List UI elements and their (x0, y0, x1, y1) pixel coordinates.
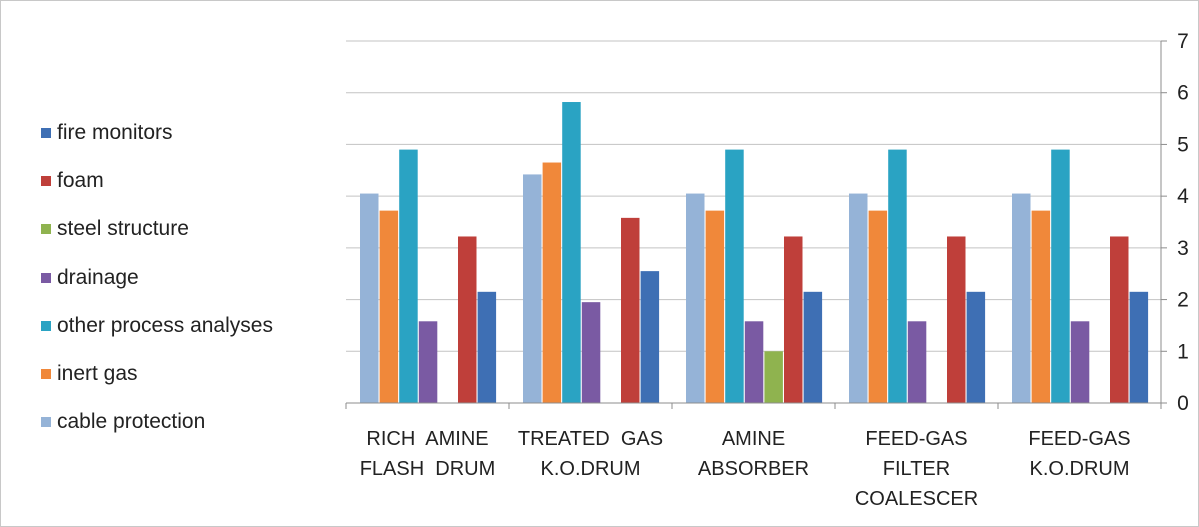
bar-fire-monitors-3 (966, 291, 986, 403)
category-label: FEED-GAS FILTER COALESCER (855, 428, 978, 510)
bar-drainage-4 (1070, 321, 1090, 403)
bar-foam-1 (621, 217, 640, 403)
bar-inert-gas-0 (379, 210, 399, 403)
bar-other-process-analyses-3 (888, 149, 907, 403)
y-tick-label: 6 (1177, 82, 1189, 105)
bar-foam-2 (784, 236, 803, 403)
legend-item-steel-structure: steel structure (41, 205, 331, 253)
bar-inert-gas-2 (705, 210, 725, 403)
category-label: AMINE ABSORBER (698, 428, 809, 480)
bar-foam-3 (947, 236, 966, 403)
y-tick-label: 3 (1177, 237, 1189, 260)
legend-label: cable protection (57, 410, 206, 434)
y-tick-label: 4 (1177, 185, 1189, 208)
legend-item-cable-protection: cable protection (41, 398, 331, 446)
y-tick-label: 7 (1177, 30, 1189, 53)
bar-cable-protection-1 (523, 174, 542, 403)
legend-swatch (41, 176, 51, 187)
bar-fire-monitors-4 (1129, 291, 1149, 403)
bar-inert-gas-1 (542, 162, 562, 403)
legend-swatch (41, 224, 51, 235)
bar-other-process-analyses-4 (1051, 149, 1070, 403)
bar-inert-gas-3 (868, 210, 888, 403)
y-tick-label: 5 (1177, 133, 1189, 156)
legend-item-fire-monitors: fire monitors (41, 109, 331, 157)
legend-item-inert-gas: inert gas (41, 350, 331, 398)
bar-fire-monitors-2 (803, 291, 823, 403)
legend-label: fire monitors (57, 121, 173, 145)
legend-label: inert gas (57, 362, 138, 386)
bar-fire-monitors-0 (477, 291, 497, 403)
legend-swatch (41, 369, 51, 380)
category-label: TREATED GAS K.O.DRUM (518, 428, 663, 480)
bar-foam-0 (458, 236, 477, 403)
bar-drainage-3 (907, 321, 927, 403)
bar-drainage-0 (418, 321, 438, 403)
bar-foam-4 (1110, 236, 1129, 403)
bar-cable-protection-4 (1012, 193, 1031, 403)
bar-inert-gas-4 (1031, 210, 1051, 403)
bar-cable-protection-2 (686, 193, 705, 403)
legend: fire monitors foam steel structure drainage… (41, 109, 331, 446)
bar-drainage-1 (581, 302, 601, 403)
legend-item-other-process-analyses: other process analyses (41, 302, 331, 350)
legend-item-foam: foam (41, 157, 331, 205)
bar-cable-protection-3 (849, 193, 868, 403)
legend-swatch (41, 128, 51, 139)
legend-label: other process analyses (57, 313, 273, 337)
legend-label: steel structure (57, 217, 189, 241)
legend-swatch (41, 272, 51, 283)
y-tick-label: 2 (1177, 289, 1189, 312)
bar-fire-monitors-1 (640, 271, 660, 403)
legend-swatch (41, 320, 51, 331)
category-label: FEED-GAS K.O.DRUM (1028, 428, 1130, 480)
legend-item-drainage: drainage (41, 254, 331, 302)
category-label: RICH AMINE FLASH DRUM (360, 428, 496, 480)
legend-swatch (41, 417, 51, 428)
bar-other-process-analyses-1 (562, 102, 581, 403)
bar-other-process-analyses-0 (399, 149, 418, 403)
legend-label: foam (57, 169, 104, 193)
bar-cable-protection-0 (360, 193, 379, 403)
y-tick-label: 1 (1177, 340, 1189, 363)
legend-label: drainage (57, 265, 139, 289)
y-tick-label: 0 (1177, 392, 1189, 415)
bar-steel-structure-2 (764, 351, 783, 403)
bar-other-process-analyses-2 (725, 149, 744, 403)
bar-drainage-2 (744, 321, 764, 403)
